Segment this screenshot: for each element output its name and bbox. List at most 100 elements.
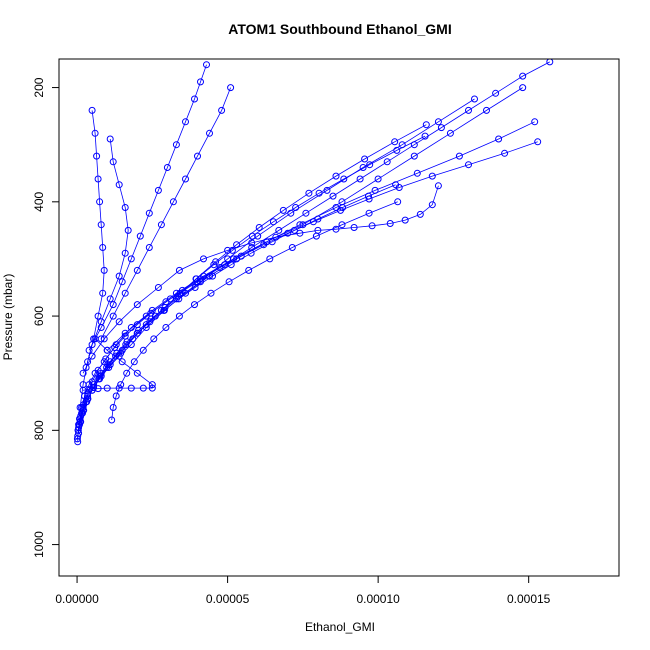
- data-point: [100, 266, 108, 274]
- data-point: [501, 149, 509, 157]
- data-point: [534, 138, 542, 146]
- data-point: [139, 384, 147, 392]
- data-point: [495, 135, 503, 143]
- data-point: [314, 226, 322, 234]
- data-point: [290, 226, 298, 234]
- series-line: [82, 185, 439, 374]
- data-point: [340, 175, 348, 183]
- data-point: [200, 255, 207, 263]
- x-axis: 0.00000 0.00005 0.00010 0.00015: [55, 575, 551, 606]
- data-point: [76, 421, 83, 429]
- data-point: [194, 278, 201, 286]
- data-point: [133, 301, 141, 309]
- data-point: [121, 329, 129, 337]
- data-point: [191, 95, 198, 103]
- series-line: [106, 61, 550, 351]
- data-point: [365, 209, 373, 217]
- data-point: [127, 255, 135, 263]
- data-point: [361, 155, 369, 163]
- data-point: [519, 84, 527, 92]
- plot-frame: [58, 58, 620, 577]
- series-15: [103, 59, 554, 354]
- series-line: [111, 201, 398, 421]
- data-point: [182, 175, 189, 183]
- data-point: [115, 181, 123, 189]
- data-point: [314, 215, 322, 223]
- data-point: [359, 164, 367, 171]
- data-point: [368, 222, 376, 230]
- data-point: [228, 246, 236, 254]
- data-point: [255, 224, 263, 231]
- series-4: [73, 138, 542, 443]
- data-point: [227, 84, 235, 92]
- chart-title: ATOM1 Southbound Ethanol_GMI: [228, 21, 451, 37]
- data-point: [266, 255, 274, 263]
- series-13: [85, 61, 210, 354]
- data-point: [531, 118, 539, 126]
- data-point: [546, 59, 554, 66]
- data-point: [386, 220, 394, 227]
- data-point: [117, 381, 125, 389]
- data-point: [142, 312, 150, 320]
- data-point: [248, 244, 256, 251]
- data-point: [121, 289, 129, 297]
- data-point: [103, 364, 111, 371]
- data-point: [209, 272, 216, 280]
- data-point: [83, 398, 91, 406]
- data-point: [172, 141, 180, 149]
- data-point: [194, 152, 201, 160]
- data-point: [85, 385, 93, 393]
- data-point: [123, 369, 131, 377]
- series-line: [77, 87, 523, 442]
- data-point: [127, 384, 135, 392]
- data-point: [434, 182, 442, 190]
- data-point: [422, 121, 430, 129]
- data-point: [279, 206, 287, 214]
- data-point: [150, 335, 158, 343]
- data-point: [103, 384, 111, 392]
- data-point: [112, 352, 120, 360]
- data-point: [225, 278, 233, 286]
- series-line: [100, 87, 231, 340]
- series-7: [108, 198, 402, 424]
- data-point: [169, 198, 177, 206]
- data-point: [166, 295, 174, 303]
- series-line: [77, 141, 538, 439]
- data-point: [455, 152, 463, 160]
- data-point: [416, 210, 424, 218]
- series-5: [76, 121, 430, 426]
- data-point: [109, 158, 117, 166]
- data-point: [175, 312, 183, 320]
- data-point: [95, 375, 103, 383]
- data-point: [272, 233, 280, 241]
- y-tick-label: 400: [32, 191, 46, 211]
- data-point: [145, 244, 153, 251]
- x-axis-label: Ethanol_GMI: [305, 620, 375, 634]
- data-point: [248, 232, 256, 240]
- data-point: [350, 224, 358, 231]
- data-point: [163, 164, 171, 171]
- data-point: [175, 295, 183, 303]
- data-point: [392, 181, 400, 189]
- data-point: [269, 218, 277, 226]
- data-point: [99, 289, 107, 297]
- data-point: [302, 209, 310, 217]
- data-point: [154, 186, 162, 194]
- y-tick-label: 200: [32, 77, 46, 97]
- data-point: [79, 409, 86, 417]
- data-point: [112, 392, 120, 400]
- data-point: [332, 172, 340, 180]
- data-point: [191, 301, 198, 309]
- data-point: [393, 146, 401, 154]
- data-point: [122, 341, 130, 349]
- x-tick-label: 0.00010: [356, 592, 400, 606]
- data-point: [413, 169, 421, 177]
- data-point: [115, 272, 123, 280]
- data-point: [221, 261, 229, 269]
- data-point: [339, 204, 347, 211]
- data-point: [356, 175, 364, 183]
- y-tick-label: 800: [32, 420, 46, 440]
- data-point: [136, 232, 144, 240]
- data-point: [182, 118, 189, 126]
